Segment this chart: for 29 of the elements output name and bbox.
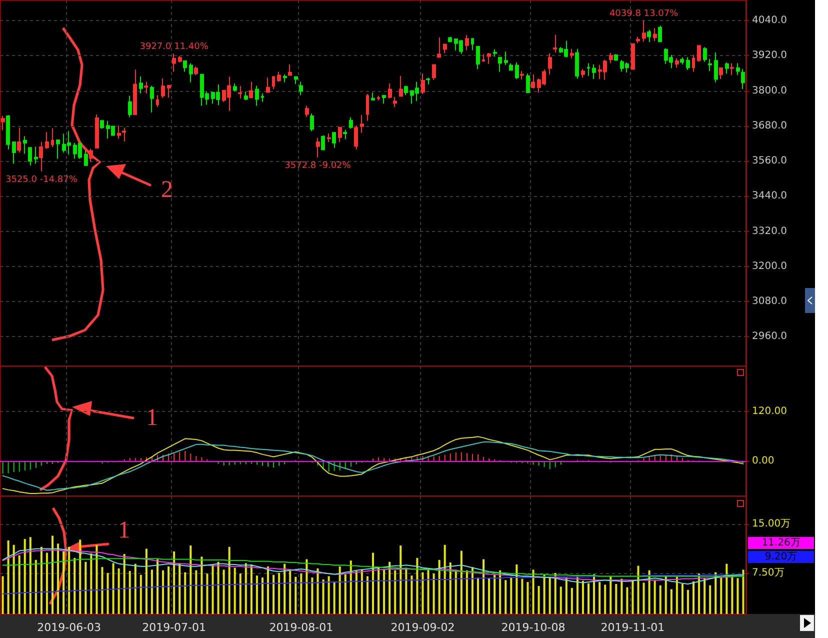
annotation: 3927.0 11.40% — [140, 42, 209, 52]
y-tick-label: 3440.0 — [752, 190, 787, 202]
annotation: 2 — [161, 177, 173, 203]
y-tick-label: 3920.0 — [752, 50, 787, 62]
x-tick-label: 2019-06-03 — [37, 621, 102, 634]
y-tick-label: 3680.0 — [752, 120, 787, 132]
y-tick-label: 120.00 — [752, 406, 787, 417]
annotation: 4039.8 13.07% — [609, 9, 679, 20]
x-tick-label: 2019-09-02 — [390, 621, 455, 634]
y-tick-label: 3080.0 — [752, 296, 787, 308]
x-tick-label: 2019-10-08 — [501, 621, 566, 634]
text: 11.26万 — [762, 538, 800, 548]
y-tick-label: 3320.0 — [752, 226, 787, 237]
y-tick-label: 0.00 — [752, 455, 774, 466]
y-tick-label: 4040.0 — [752, 14, 787, 26]
y-tick-label: 7.50万 — [752, 567, 784, 578]
text: 9.20万 — [764, 552, 798, 562]
annotation: 3525.0 -14.87% — [5, 174, 78, 185]
annotation: 1 — [146, 405, 158, 431]
y-tick-label: 3800.0 — [752, 85, 787, 96]
x-tick-label: 2019-07-01 — [142, 621, 206, 634]
annotation: 1 — [118, 517, 130, 544]
annotation: 3572.8 -9.02% — [284, 160, 352, 171]
y-tick-label: 3200.0 — [752, 260, 787, 272]
x-tick-label: 2019-08-01 — [269, 621, 334, 634]
x-tick-label: 2019-11-01 — [600, 621, 665, 634]
y-tick-label: 15.00万 — [752, 518, 791, 530]
y-tick-label: 3560.0 — [752, 156, 787, 167]
y-tick-label: 2960.0 — [752, 331, 787, 342]
